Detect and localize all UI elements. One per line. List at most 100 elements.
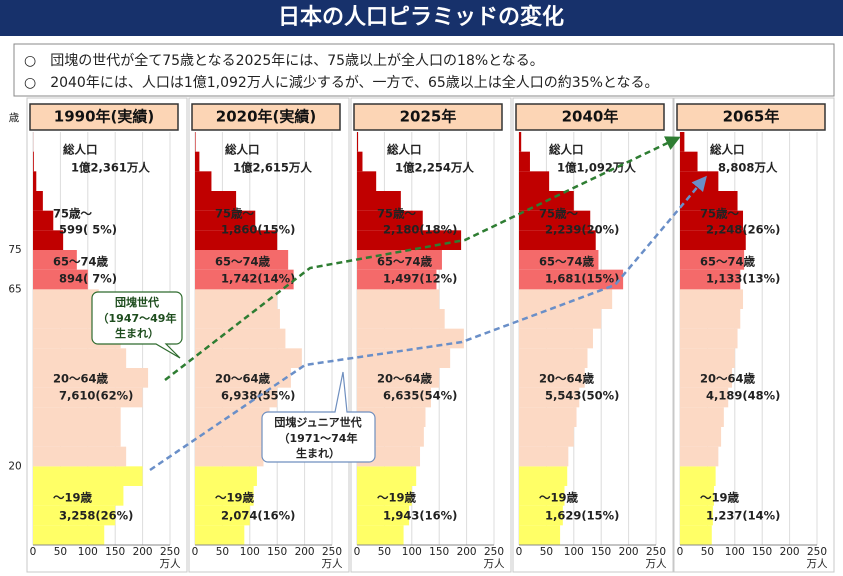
annotation: 75歳～ [53, 207, 93, 221]
x-tick-label: 50 [216, 546, 229, 558]
panel-title: 2065年 [723, 108, 780, 126]
bar [680, 309, 741, 329]
bar [680, 505, 713, 526]
panel-title-box [676, 103, 826, 131]
annotation: 599( 5%) [59, 223, 117, 237]
callout-box [91, 291, 183, 359]
bar [33, 151, 34, 172]
bar [195, 210, 256, 231]
bar [680, 132, 685, 152]
panel-title-box [515, 103, 665, 131]
panel-title: 2020年(実績) [216, 108, 316, 126]
x-tick-label: 150 [267, 546, 287, 558]
bar [357, 328, 464, 349]
annotation: 65～74歳 [215, 255, 271, 269]
x-tick-label: 100 [564, 546, 584, 558]
bar [195, 151, 200, 172]
bar [195, 407, 270, 427]
bar [195, 250, 289, 270]
annotation: 1,497(12%) [383, 272, 457, 286]
bar [680, 250, 745, 270]
annotation: 4,189(48%) [706, 389, 780, 403]
annotation: 20～64歳 [700, 372, 756, 386]
annotation: 20～64歳 [215, 372, 271, 386]
callout-text: 生まれ） [115, 326, 159, 340]
y-tick-label: 65 [8, 283, 21, 295]
bar [680, 269, 741, 290]
x-tick-label: 100 [78, 546, 98, 558]
x-tick-label: 50 [540, 546, 553, 558]
bar [680, 289, 744, 309]
callout-text: （1947～49年 [98, 311, 177, 325]
bar [195, 171, 212, 191]
annotation: 75歳～ [539, 207, 579, 221]
annotation: 8,808万人 [718, 161, 778, 175]
bar [195, 269, 294, 290]
note: ○ 2040年には、人口は1億1,092万人に減少するが、一方で、65歳以上は全… [24, 74, 659, 91]
annotation: 20～64歳 [53, 372, 109, 386]
header-bar [0, 0, 843, 36]
bar [33, 230, 64, 250]
bar [519, 151, 530, 172]
bar [357, 387, 431, 408]
panel-title-box [29, 103, 179, 131]
bar [195, 309, 280, 329]
annotation: 65～74歳 [539, 255, 595, 269]
x-tick-label: 200 [457, 546, 477, 558]
bar [519, 486, 565, 506]
annotation: 75歳～ [377, 207, 417, 221]
bar [357, 505, 410, 526]
annotation: 6,635(54%) [383, 389, 457, 403]
bar [195, 230, 278, 250]
bar [680, 486, 714, 506]
bar [195, 387, 278, 408]
bar [519, 446, 569, 467]
bar [519, 368, 585, 388]
bar [357, 309, 445, 329]
bar [519, 505, 563, 526]
notes-box [13, 43, 835, 97]
x-axis-unit: 万人 [484, 558, 505, 570]
bar [33, 427, 121, 447]
x-tick-label: 50 [378, 546, 391, 558]
panel-title-box [353, 103, 503, 131]
x-tick-label: 100 [402, 546, 422, 558]
x-tick-label: 150 [429, 546, 449, 558]
bar [33, 466, 143, 486]
y-tick-label: 75 [8, 244, 21, 256]
bar [519, 171, 550, 191]
bar [33, 407, 121, 427]
x-axis-unit: 万人 [807, 558, 828, 570]
bar [680, 466, 716, 486]
x-tick-label: 250 [807, 546, 827, 558]
callout-text: 団塊世代 [115, 295, 159, 309]
annotation: 1,943(16%) [383, 509, 457, 523]
annotation: 総人口 [387, 143, 422, 157]
bar [195, 486, 254, 506]
x-tick-label: 0 [30, 546, 37, 558]
bar [680, 151, 698, 172]
bar [195, 368, 291, 388]
annotation: 2,239(20%) [545, 223, 619, 237]
x-tick-label: 200 [619, 546, 639, 558]
callout-text: 団塊ジュニア世代 [274, 415, 361, 429]
bar [33, 446, 127, 467]
cohort-arrow [149, 175, 707, 472]
annotation: 2,180(18%) [383, 223, 457, 237]
panel-title: 1990年(実績) [54, 108, 154, 126]
bar [33, 269, 88, 290]
bar [33, 505, 116, 526]
bar [680, 171, 719, 191]
x-tick-label: 250 [646, 546, 666, 558]
annotation: 65～74歳 [700, 255, 756, 269]
bar [357, 525, 404, 545]
annotation: 894( 7%) [59, 272, 117, 286]
annotation: 1,133(13%) [706, 272, 780, 286]
bar [33, 525, 105, 545]
annotation: 1億2,254万人 [395, 161, 474, 175]
x-tick-label: 0 [677, 546, 684, 558]
bar [519, 407, 577, 427]
annotation: 2,074(16%) [221, 509, 295, 523]
bar [195, 132, 196, 152]
bar [680, 407, 724, 427]
